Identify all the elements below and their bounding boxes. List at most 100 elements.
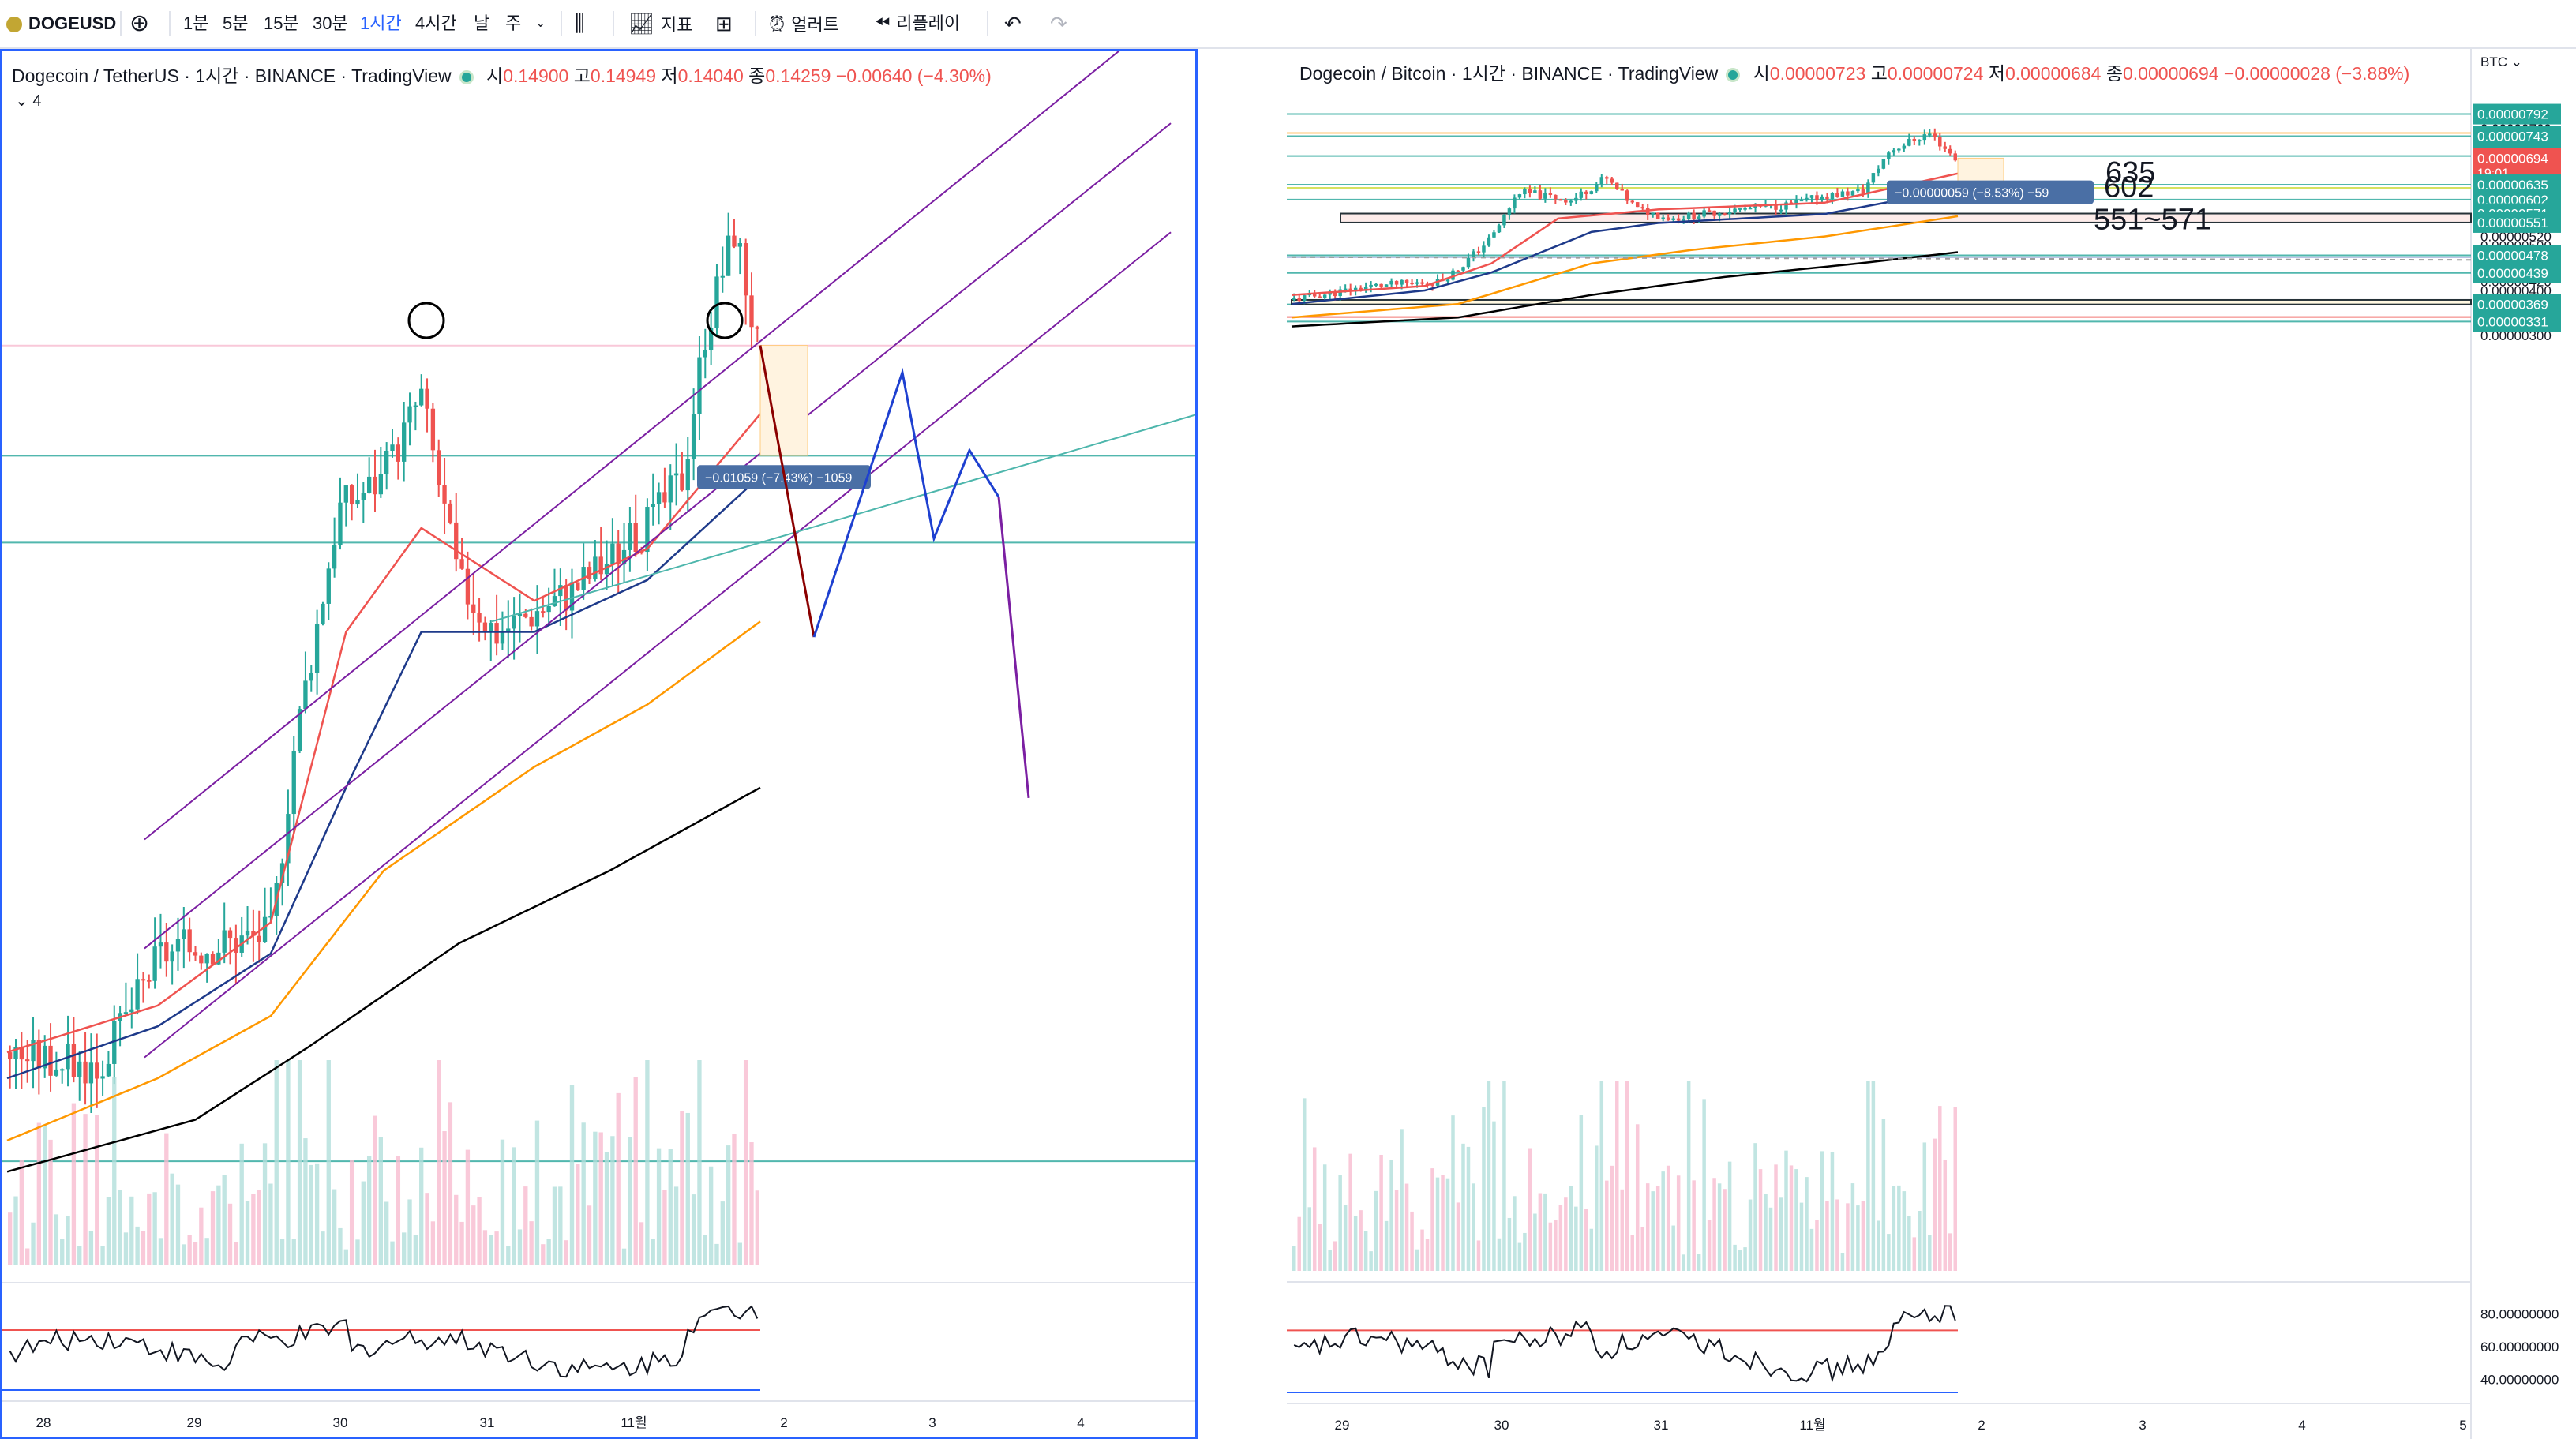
volume-bar [407, 1199, 412, 1265]
add-symbol-icon[interactable]: ⊕ [129, 10, 150, 36]
indicator-count: 4 [32, 92, 42, 110]
volume-bar [1825, 1201, 1829, 1271]
candle-style-icon[interactable]: ⫼ [575, 11, 585, 36]
volume-bar [332, 1189, 337, 1265]
chart-pane-dogebtc[interactable]: Dogecoin / Bitcoin · 1시간 · BINANCE · Tra… [1287, 49, 2576, 1439]
undo-icon[interactable]: ↶ [1004, 12, 1022, 36]
candle-body [587, 567, 592, 579]
candle-body [1476, 251, 1481, 253]
interval-day[interactable]: 날 [474, 13, 490, 33]
volume-bar [1348, 1153, 1352, 1271]
volume-bar [489, 1235, 493, 1265]
volume-bar [749, 1142, 754, 1265]
volume-bar [1328, 1250, 1332, 1271]
volume-bar [628, 1137, 632, 1265]
candle-body [1897, 148, 1901, 151]
time-tick-label: 30 [333, 1415, 348, 1430]
volume-bar [1533, 1213, 1537, 1271]
candle-body [279, 863, 285, 883]
interval-1m[interactable]: 1분 [183, 13, 209, 33]
volume-bar [1666, 1165, 1670, 1271]
pane-divider[interactable] [1198, 49, 1287, 1439]
candle-body [1312, 293, 1317, 297]
volume-bar [755, 1190, 759, 1265]
candle-body [1482, 245, 1486, 253]
candle-body [1918, 140, 1922, 142]
volume-bar [604, 1152, 609, 1265]
volume-bar [1830, 1152, 1835, 1271]
candle-body [1727, 212, 1732, 215]
volume-bar [373, 1115, 377, 1265]
candle-body [1846, 191, 1850, 196]
candle-body [1830, 193, 1835, 200]
volume-bar [494, 1231, 499, 1265]
candle-body [494, 623, 499, 644]
time-tick-label: 30 [1494, 1418, 1509, 1433]
candle-body [1907, 138, 1911, 146]
volume-bar [1723, 1189, 1727, 1271]
redo-icon[interactable]: ↷ [1050, 12, 1067, 36]
volume-bar [112, 1077, 117, 1265]
indicators-toggle[interactable]: ⌄ 4 [15, 92, 42, 110]
volume-bar [552, 1186, 557, 1265]
time-tick-label: 4 [2298, 1418, 2305, 1433]
volume-bar [558, 1186, 563, 1265]
candle-body [1461, 267, 1465, 271]
volume-bar [204, 1238, 209, 1265]
candle-body [291, 751, 296, 815]
volume-bar [651, 1239, 655, 1265]
replay-button[interactable]: ⏪︎ 리플레이 [875, 0, 960, 47]
candle-body [1338, 289, 1342, 297]
candle-body [1676, 218, 1681, 221]
indicators-button[interactable]: 📈︎ 지표 [628, 0, 693, 47]
interval-30m[interactable]: 30분 [313, 13, 348, 33]
candle-body [1866, 182, 1870, 194]
candle-body [471, 604, 476, 613]
candle-body [1595, 184, 1599, 192]
volume-bar [60, 1239, 65, 1265]
volume-bar [1548, 1222, 1553, 1271]
price-zone [1340, 212, 2472, 223]
interval-4h[interactable]: 4시간 [415, 13, 457, 33]
interval-5m[interactable]: 5분 [223, 13, 249, 33]
volume-bar [726, 1145, 731, 1265]
time-tick-label: 3 [2139, 1418, 2146, 1433]
chevron-down-icon[interactable]: ⌄ [535, 17, 546, 30]
interval-week[interactable]: 주 [505, 13, 522, 33]
volume-bar [1686, 1081, 1691, 1271]
volume-bar [459, 1221, 464, 1265]
candle-body [749, 295, 754, 328]
candle-body [170, 951, 174, 962]
time-tick-label: 4 [1077, 1415, 1084, 1430]
chart-canvas-left: USDT ⌄0.165000.160000.155000.150000.1450… [2, 51, 1195, 1430]
candle-body [314, 624, 320, 673]
candle-body [697, 357, 702, 414]
volume-bar [402, 1232, 407, 1265]
volume-bar [1953, 1107, 1957, 1271]
volume-bar [1805, 1177, 1809, 1271]
candle-body [332, 545, 337, 569]
candle-body [1554, 194, 1558, 200]
candle-body [1655, 212, 1660, 219]
candle-body [1605, 177, 1609, 179]
volume-bar [1933, 1138, 1937, 1271]
volume-bar [95, 1115, 99, 1265]
top-toolbar: DOGEUSD ⊕ 1분 5분 15분 30분 1시간 4시간 날 주 ⌄ ⫼ … [0, 0, 2576, 49]
chart-pane-dogeusdt[interactable]: Dogecoin / TetherUS · 1시간 · BINANCE · Tr… [0, 49, 1198, 1439]
candle-body [1487, 237, 1491, 246]
symbol-search[interactable]: DOGEUSD [6, 0, 116, 47]
interval-15m[interactable]: 15분 [264, 13, 299, 33]
interval-1h[interactable]: 1시간 [360, 13, 402, 33]
candle-body [1733, 208, 1737, 212]
volume-bar [1579, 1115, 1584, 1271]
candle-body [1779, 209, 1783, 212]
open-label: 시 [486, 66, 504, 86]
currency-label: BTC ⌄ [2480, 54, 2522, 69]
volume-bar [743, 1060, 748, 1265]
volume-bar [1712, 1178, 1716, 1271]
volume-bar [1425, 1239, 1430, 1271]
candle-body [425, 388, 429, 409]
layout-grid-icon[interactable]: ⊞ [715, 12, 733, 36]
time-tick-label: 31 [1654, 1418, 1669, 1433]
alert-button[interactable]: ⏰︎ 얼러트 [769, 0, 839, 47]
